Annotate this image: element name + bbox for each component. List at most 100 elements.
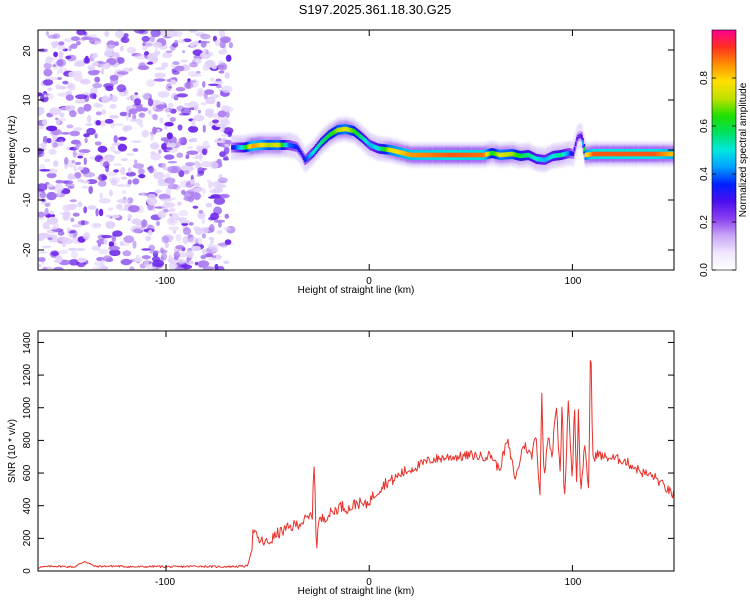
noise-speckle [111,51,120,58]
ridge-core [357,132,360,138]
ridge-core [315,146,317,152]
ridge-core [368,142,371,147]
noise-speckle [219,30,225,38]
noise-speckle [112,230,123,237]
ridge-core [383,147,386,152]
ridge-core [365,139,367,144]
noise-speckle [149,250,160,254]
noise-speckle [215,254,222,260]
ridge-core [573,146,576,152]
ridge-core [555,153,558,158]
noise-speckle [127,179,132,185]
ridge-core [302,155,305,160]
noise-speckle [175,87,186,92]
noise-speckle [117,198,130,204]
noise-speckle [119,243,130,246]
ridge-core [277,142,280,148]
ridge-core [290,143,293,148]
ridge-core [373,144,376,150]
noise-speckle [189,137,198,143]
noise-speckle [63,157,69,165]
colorbar: 0.0 0.2 0.4 0.6 0.8 Normalized spectral … [699,29,749,277]
ridge-core [480,152,483,158]
noise-speckle [56,58,67,67]
noise-speckle [109,94,118,103]
noise-speckle [90,87,98,95]
noise-speckle [162,52,173,59]
noise-speckle [158,149,162,154]
ridge-core [307,154,310,159]
noise-speckle [136,118,143,126]
noise-speckle [65,55,72,60]
noise-speckle [116,203,123,210]
ridge-core [270,142,272,148]
spectrogram-ytick-label: 10 [22,94,33,106]
ridge-core [462,152,465,158]
ridge-core [467,152,470,158]
noise-speckle [165,50,173,53]
noise-speckle [41,245,52,249]
ridge-core [451,152,454,158]
noise-speckle [83,206,88,214]
noise-speckle [74,172,82,179]
ridge-core [374,145,377,150]
noise-speckle [127,218,131,221]
ridge-core [257,142,260,148]
ridge-core [445,152,448,158]
ridge-core [232,145,235,150]
noise-speckle [75,141,82,147]
noise-speckle [38,125,45,130]
ridge-core [563,151,566,157]
noise-speckle [132,148,139,152]
ridge-core [349,127,352,133]
noise-speckle [163,201,169,206]
ridge-core [513,152,516,157]
ridge-core [459,152,461,158]
noise-speckle [43,68,53,77]
noise-speckle [101,95,110,104]
snr-ticks [38,331,674,572]
ridge-core [641,151,644,157]
snr-xlabel: Height of straight line (km) [298,586,415,597]
noise-speckle [83,103,92,112]
noise-speckle [46,125,58,132]
noise-speckle [47,237,53,241]
noise-speckle [199,152,203,162]
noise-speckle [194,261,199,266]
noise-speckle [42,266,48,270]
noise-speckle [208,180,213,190]
noise-speckle [111,214,120,219]
noise-speckle [212,119,219,124]
ridge-core [605,151,608,157]
ridge-core [278,142,281,148]
noise-speckle [73,62,85,67]
noise-speckle [40,141,47,149]
ridge-core [363,137,366,143]
noise-speckle [175,217,187,221]
ridge-core [254,143,257,148]
ridge-core [519,153,522,159]
ridge-core [276,142,278,148]
ridge-core [526,152,528,158]
noise-speckle [108,207,113,211]
ridge-core [329,132,332,137]
ridge-core [554,153,556,158]
noise-speckle [175,266,185,270]
noise-speckle [185,154,190,160]
ridge-core [360,134,363,140]
noise-speckle [189,42,195,47]
noise-speckle [38,251,48,254]
ridge-core [578,134,581,139]
noise-speckle [62,180,74,185]
spectrogram-ytick-label: -10 [22,192,33,207]
ridge-core [528,153,531,158]
ridge-core [294,144,297,149]
ridge-core [405,151,408,157]
ridge-core [668,151,671,157]
noise-speckle [154,189,163,193]
noise-speckle [53,183,64,193]
ridge-core [472,152,475,158]
noise-speckle [69,199,77,203]
noise-speckle [117,57,125,64]
noise-speckle [208,196,217,199]
